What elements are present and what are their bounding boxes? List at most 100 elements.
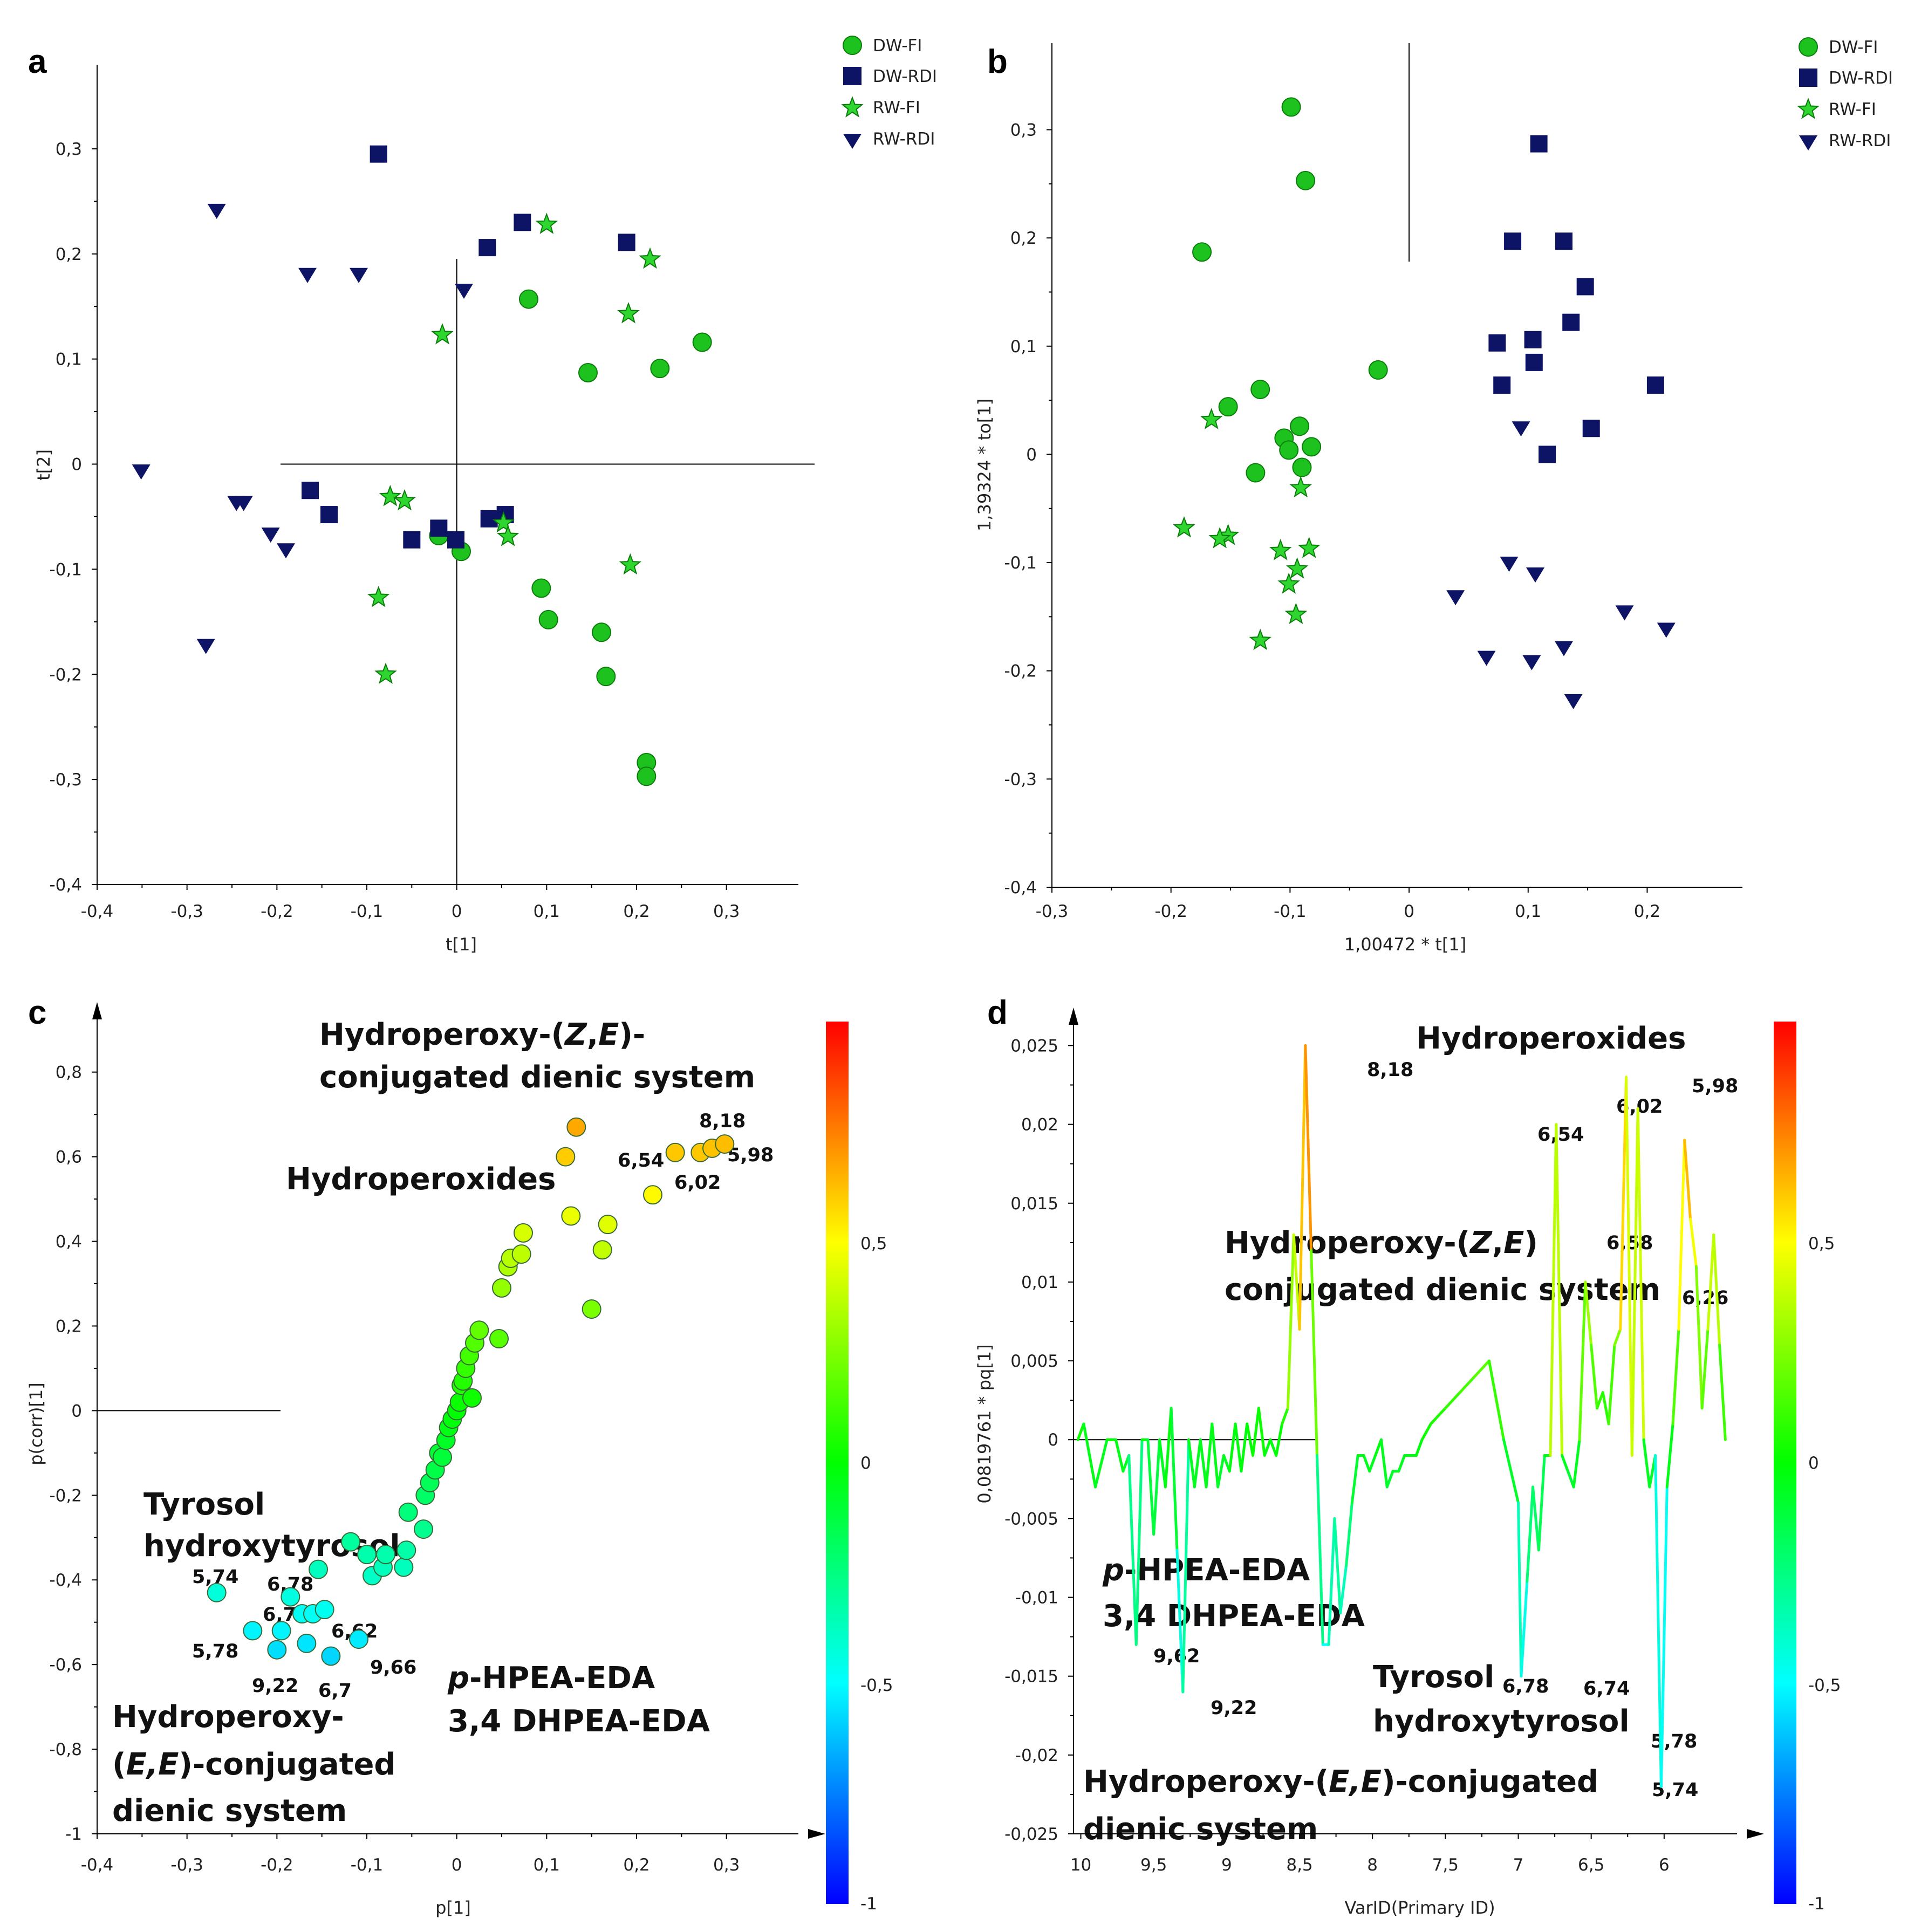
line-segment xyxy=(1561,1454,1569,1473)
data-point-rw-rdi xyxy=(455,283,473,299)
line-segment xyxy=(1082,1422,1097,1489)
line-segment xyxy=(1397,1454,1406,1473)
data-point xyxy=(297,1633,317,1653)
y-tick-label: -0,025 xyxy=(1004,1825,1058,1844)
data-point xyxy=(394,1557,414,1577)
y-tick-label: -0,1 xyxy=(50,560,83,579)
panel-b-xlabel: 1,00472 * t[1] xyxy=(1344,934,1467,955)
y-tick-label: -0,6 xyxy=(50,1655,83,1675)
data-point xyxy=(357,1545,377,1565)
line-segment xyxy=(1549,1123,1558,1457)
legend-label-dw-rdi: DW-RDI xyxy=(1829,68,1893,88)
data-point-dw-fi xyxy=(538,609,558,629)
point-label: 6,02 xyxy=(1616,1096,1663,1118)
point-label: 5,78 xyxy=(192,1641,238,1662)
line-segment xyxy=(1578,1280,1587,1441)
line-segment xyxy=(1572,1438,1581,1489)
data-point-dw-fi xyxy=(637,766,657,786)
data-point-rw-fi xyxy=(492,511,515,533)
data-point-rw-fi xyxy=(1200,408,1223,429)
x-axis-arrow xyxy=(808,1829,825,1839)
line-segment xyxy=(1263,1438,1272,1457)
colorbar-d xyxy=(1774,1022,1796,1904)
series-rw-rdi xyxy=(132,203,473,654)
annotation-label: hydroxytyrosol xyxy=(1373,1704,1630,1739)
data-point-rw-fi xyxy=(431,323,454,345)
panel-d-axes: 10 9,5 9 8,5 8 7,5 7 6,5 6 -0,025 -0,02 -0,015 -0,01… xyxy=(1004,1008,1764,1875)
data-point-rw-fi xyxy=(617,302,640,324)
series-dw-rdi xyxy=(1488,135,1664,463)
data-point-dw-rdi xyxy=(478,239,496,257)
data-point-dw-rdi xyxy=(1488,334,1506,352)
line-segment xyxy=(1444,1391,1461,1410)
line-segment xyxy=(1368,1454,1377,1473)
line-segment xyxy=(1517,1501,1523,1678)
line-segment xyxy=(1315,1454,1324,1646)
line-segment xyxy=(1152,1438,1161,1536)
data-point-rw-rdi xyxy=(1522,655,1541,670)
line-segment xyxy=(1350,1454,1359,1504)
legend-marker-dw-rdi xyxy=(843,67,862,85)
y-tick-label: -0,2 xyxy=(50,1486,83,1505)
data-point-rw-rdi xyxy=(298,268,317,283)
line-segment xyxy=(1683,1139,1692,1221)
y-tick-label: -0,3 xyxy=(1004,770,1037,789)
data-point-dw-rdi xyxy=(480,510,498,527)
line-segment xyxy=(1304,1044,1313,1252)
line-segment xyxy=(1345,1501,1353,1567)
x-tick-label: -0,3 xyxy=(1036,902,1069,921)
line-segment xyxy=(1595,1391,1604,1410)
panel-a-legend: DW-FI DW-RDI RW-FI RW-RDI xyxy=(841,36,937,149)
data-point xyxy=(243,1621,263,1641)
data-point-dw-fi xyxy=(1192,242,1212,262)
data-point-rw-fi xyxy=(1269,539,1292,560)
data-point-dw-rdi xyxy=(1493,376,1511,394)
data-point-dw-rdi xyxy=(1646,376,1664,394)
colorbar-d-tick: -1 xyxy=(1808,1894,1825,1914)
data-point-dw-fi xyxy=(692,332,712,352)
line-segment xyxy=(1170,1407,1179,1552)
data-point-dw-rdi xyxy=(1555,232,1573,250)
data-point-dw-rdi xyxy=(1524,331,1542,348)
line-segment xyxy=(1706,1233,1715,1331)
line-segment xyxy=(1619,1075,1628,1331)
line-segment xyxy=(1076,1422,1085,1441)
line-segment xyxy=(1181,1438,1191,1694)
panel-c-ylabel: p(corr)[1] xyxy=(26,1382,46,1465)
x-tick-label: 10 xyxy=(1070,1855,1091,1875)
line-segment xyxy=(1257,1407,1266,1457)
y-tick-label: 0 xyxy=(1026,445,1037,464)
line-segment xyxy=(1590,1344,1598,1410)
line-segment xyxy=(1164,1407,1173,1489)
data-point-rw-rdi xyxy=(1564,694,1583,709)
data-point-rw-rdi xyxy=(1512,421,1530,437)
line-segment xyxy=(1671,1328,1680,1426)
series-rw-rdi xyxy=(1446,421,1676,709)
annotation-label: Hydroperoxides xyxy=(286,1162,556,1197)
series-dw-fi xyxy=(429,289,712,786)
panel-b-axes: -0,3 -0,2 -0,1 0 0,1 0,2 -0,4 -0,3 -0,2 -0,1 0 0,1 0… xyxy=(1004,43,1742,921)
y-tick-label: 0,2 xyxy=(56,1317,82,1336)
data-point-rw-rdi xyxy=(234,496,253,511)
panel-a-score-plot: t[1] t[2] DW-FI DW-RDI RW-FI RW-RDI -0,4… xyxy=(33,36,937,955)
panel-d-xlabel: VarID(Primary ID) xyxy=(1344,1897,1495,1918)
data-point-dw-fi xyxy=(1246,463,1266,483)
data-point xyxy=(566,1117,586,1137)
x-tick-label: 7,5 xyxy=(1432,1855,1459,1875)
data-point-rw-fi xyxy=(619,553,642,575)
data-point-dw-rdi xyxy=(1576,278,1594,296)
data-point xyxy=(315,1600,334,1620)
y-axis-arrow xyxy=(92,1002,102,1019)
data-point-dw-rdi xyxy=(1582,420,1600,437)
x-tick-label: 9,5 xyxy=(1140,1855,1167,1875)
line-segment xyxy=(1584,1280,1593,1347)
x-tick-label: -0,2 xyxy=(261,1855,293,1875)
line-segment xyxy=(1532,1485,1540,1552)
data-point xyxy=(592,1240,612,1260)
y-tick-label: 0,4 xyxy=(56,1232,82,1252)
y-tick-label: -1 xyxy=(65,1825,82,1844)
data-point-dw-fi xyxy=(1279,440,1299,460)
line-segment xyxy=(1700,1328,1710,1410)
legend-marker-rw-rdi xyxy=(843,134,862,149)
